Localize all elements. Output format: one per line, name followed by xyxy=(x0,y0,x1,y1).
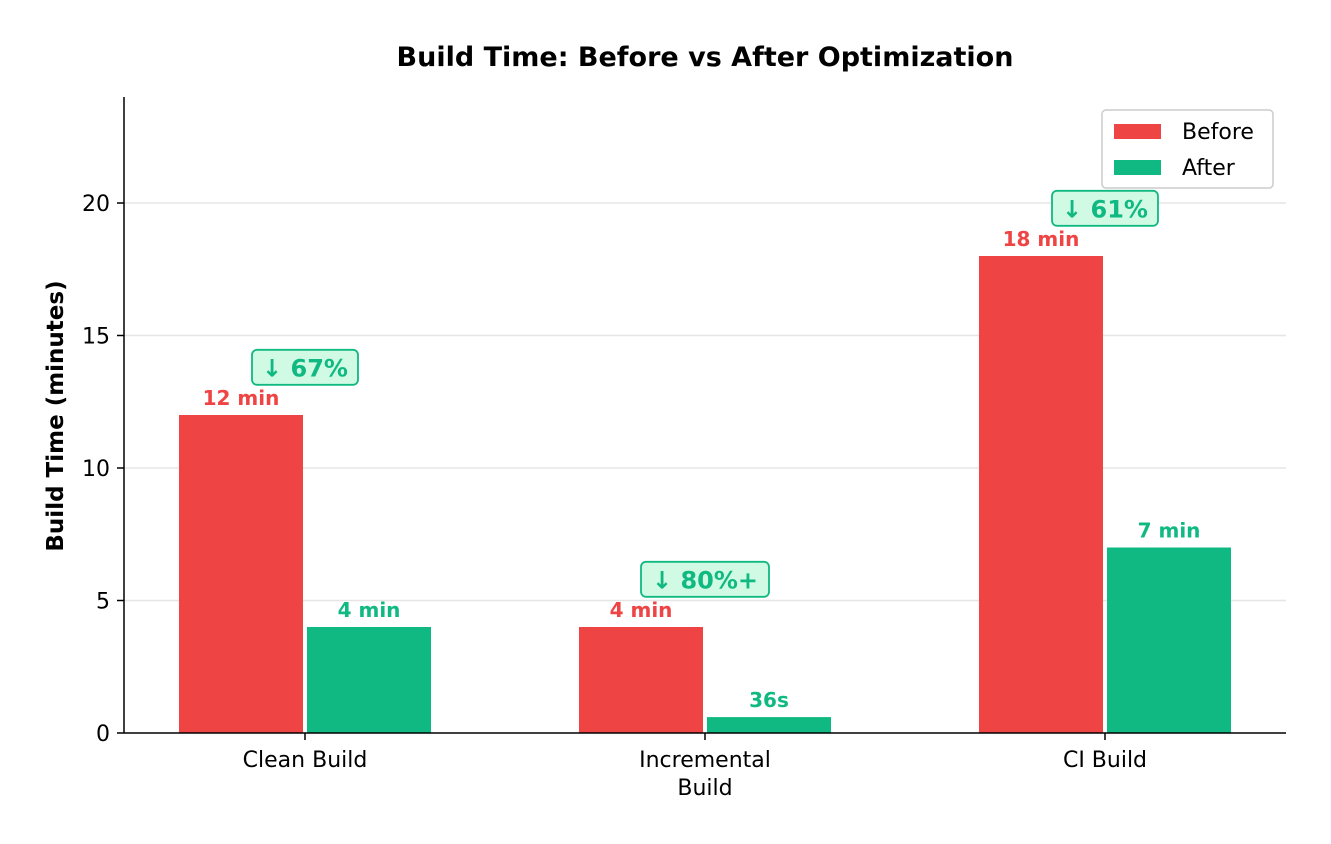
reduction-badge-label: ↓ 61% xyxy=(1062,195,1148,223)
legend: Before After xyxy=(1101,109,1274,189)
reduction-badge-label: ↓ 80%+ xyxy=(652,566,758,594)
data-label: 4 min xyxy=(338,598,401,622)
axes: 0 5 10 15 20 Clean Build Incremental Build CI Bu… xyxy=(82,97,1286,801)
reduction-badge xyxy=(251,348,359,386)
bar-before xyxy=(179,415,303,733)
y-tick-label: 15 xyxy=(82,325,110,350)
legend-swatch-before xyxy=(1114,124,1161,139)
bar-after xyxy=(1107,547,1231,733)
y-tick-label: 10 xyxy=(82,457,110,482)
x-tick-label: Clean Build xyxy=(243,748,368,773)
reduction-badge xyxy=(1051,189,1159,227)
y-tick-label: 5 xyxy=(96,590,110,615)
legend-label-after: After xyxy=(1182,156,1236,181)
bar-before xyxy=(979,256,1103,733)
reduction-badges: ↓ 67% ↓ 80%+ ↓ 61% xyxy=(251,189,1159,598)
x-tick-label: CI Build xyxy=(1063,748,1147,773)
chart-title: Build Time: Before vs After Optimization xyxy=(397,42,1014,73)
bars xyxy=(179,256,1231,733)
data-label: 12 min xyxy=(203,386,280,410)
x-tick-label: Incremental xyxy=(639,748,771,773)
bar-after xyxy=(307,627,431,733)
data-label: 36s xyxy=(749,688,789,712)
bar-before xyxy=(579,627,703,733)
legend-swatch-after xyxy=(1114,160,1161,175)
bar-after xyxy=(707,717,831,733)
data-labels: 12 min 4 min 4 min 36s 18 min 7 min xyxy=(203,227,1201,712)
legend-label-before: Before xyxy=(1182,120,1254,145)
x-tick-label: Build xyxy=(677,776,732,801)
y-tick-label: 20 xyxy=(82,192,110,217)
data-label: 7 min xyxy=(1138,519,1201,543)
y-tick-label: 0 xyxy=(96,722,110,747)
y-axis-label: Build Time (minutes) xyxy=(43,280,69,551)
reduction-badge xyxy=(640,560,770,598)
data-label: 4 min xyxy=(610,598,673,622)
reduction-badge-label: ↓ 67% xyxy=(262,354,348,382)
data-label: 18 min xyxy=(1003,227,1080,251)
